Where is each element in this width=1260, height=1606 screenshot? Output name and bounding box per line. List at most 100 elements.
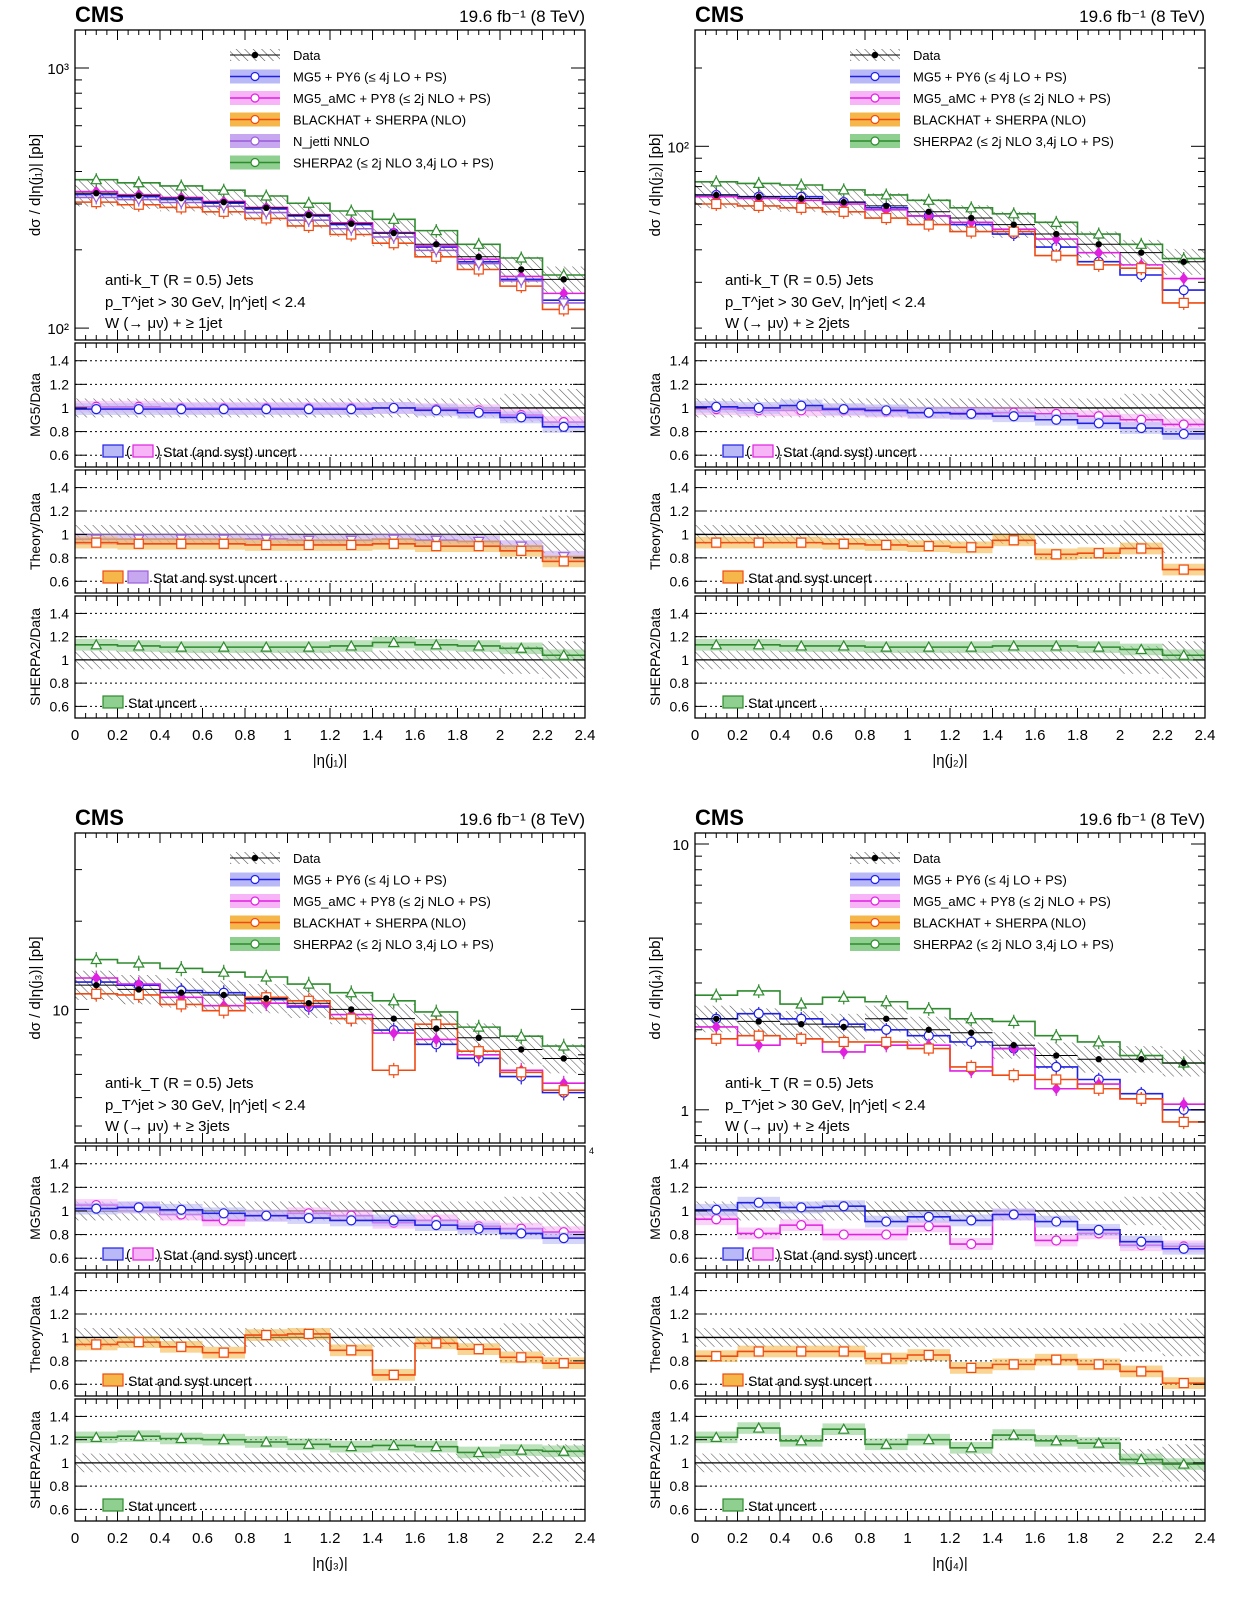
data-point [925, 1026, 932, 1033]
ratio-marker [91, 1339, 102, 1350]
series-marker [1136, 263, 1147, 274]
series-marker [515, 251, 528, 263]
xtick-label: 0.2 [107, 1530, 128, 1547]
series-line [695, 990, 1205, 1064]
ratio-marker [176, 404, 187, 415]
series-line [695, 203, 1205, 304]
ratio-ytick-label: 1 [681, 526, 689, 542]
series-marker [132, 956, 145, 968]
ratio-marker [345, 1440, 358, 1452]
data-point [263, 995, 270, 1002]
ratio-legend-paren: ( [746, 1246, 751, 1262]
series-marker [1008, 1070, 1019, 1081]
ratio-marker [753, 1346, 764, 1357]
ratio-ylabel: SHERPA2/Data [27, 1411, 43, 1509]
ratio-ylabel: Theory/Data [27, 493, 43, 570]
ratio-legend-swatch [102, 444, 124, 458]
ratio-legend-text: Stat uncert [128, 695, 196, 711]
ratio-marker [923, 407, 934, 418]
cut-label: p_T^jet > 30 GeV, |η^jet| < 2.4 [105, 1097, 306, 1114]
series-4 [695, 984, 1205, 1071]
series-marker [711, 1033, 722, 1044]
ratio-ytick-label: 0.8 [50, 550, 70, 566]
ratio-ytick-label: 1.2 [670, 1432, 690, 1448]
ratio-marker [387, 636, 400, 648]
xlabel: |η(j₁)| [313, 752, 348, 769]
ratio-marker [260, 640, 273, 652]
data-point [968, 214, 975, 222]
selection-label: W (→ μν) + ≥ 4jets [725, 1118, 850, 1135]
xtick-label: 0.8 [235, 1530, 256, 1547]
ratio-marker [218, 404, 229, 415]
series-3 [695, 197, 1205, 310]
ratio-legend-swatch [102, 570, 124, 584]
ratio-ytick-label: 1 [61, 652, 69, 668]
ratio-ytick-label: 1.2 [670, 503, 690, 519]
ratio-ylabel: Theory/Data [27, 1296, 43, 1373]
ratio-marker [1050, 639, 1063, 651]
ratio-legend-text: Stat and syst uncert [128, 1373, 252, 1389]
series-marker [1051, 1074, 1062, 1085]
series-marker [752, 177, 765, 189]
ratio-line [695, 644, 1205, 657]
ratio-panel-theory: 1.4 1.2 1 0.8 0.6 Theory/Data Stat and syst un… [27, 1272, 586, 1397]
series-marker [175, 962, 188, 974]
data-point [755, 1018, 762, 1025]
selection-label: W (→ μν) + ≥ 1jet [105, 315, 223, 332]
ratio-marker [261, 539, 272, 551]
ratio-marker [558, 421, 569, 432]
data-point [713, 191, 720, 199]
series-marker [753, 1030, 764, 1041]
legend-entry: MG5_aMC + PY8 (≤ 2j NLO + PS) [913, 894, 1111, 909]
ratio-ytick-label: 1.2 [50, 629, 70, 645]
ratio-ytick-label: 1 [61, 1203, 69, 1219]
series-marker [260, 970, 273, 982]
ratio-panel-sherpa: 1.4 1.2 1 0.8 0.6 SHERPA2/Data Stat uncert [647, 595, 1206, 719]
ratio-marker [796, 1346, 807, 1357]
xtick-label: 2 [1116, 727, 1124, 744]
legend-marker [870, 136, 880, 146]
ratio-marker [922, 640, 935, 652]
data-point [883, 1015, 890, 1022]
ratio-marker [711, 537, 722, 548]
xtick-label: 2.4 [575, 1530, 596, 1547]
series-marker [795, 178, 808, 190]
series-marker [1179, 272, 1189, 285]
series-marker [922, 1002, 935, 1014]
xtick-label: 1.4 [982, 727, 1003, 744]
series-marker [966, 1061, 977, 1073]
selection-label: W (→ μν) + ≥ 2jets [725, 315, 850, 332]
ratio-panel-theory: 1.4 1.2 1 0.8 0.6 Theory/Data Stat and syst un… [27, 469, 586, 594]
ratio-ytick-label: 0.6 [670, 1376, 690, 1392]
ratio-marker [176, 538, 187, 549]
ratio-marker [1007, 639, 1020, 651]
series-marker [387, 213, 400, 224]
ratio-ytick-label: 0.6 [50, 573, 70, 589]
ratio-marker [516, 1228, 527, 1239]
ratio-marker [516, 545, 527, 556]
ratio-marker [1051, 1216, 1062, 1227]
series-line [695, 195, 1205, 280]
ratio-marker [387, 1439, 400, 1451]
ratio-marker [515, 642, 528, 653]
data-point [1138, 1056, 1145, 1063]
ratio-marker [90, 638, 103, 650]
ratio-ytick-label: 0.6 [670, 698, 690, 714]
data-point [798, 1020, 805, 1028]
ratio-marker [472, 1446, 485, 1458]
ratio-marker [1178, 1243, 1189, 1254]
ratio-marker [133, 404, 144, 415]
ratio-marker [881, 1353, 892, 1364]
series-marker [389, 1027, 399, 1039]
ratio-panel-sherpa: 1.4 1.2 1 0.8 0.6 SHERPA2/Data Stat uncert [647, 1398, 1206, 1522]
xtick-label: 1.6 [1025, 727, 1046, 744]
ratio-line [695, 1201, 1205, 1250]
ratio-marker [923, 1349, 934, 1361]
series-marker [91, 988, 102, 999]
ratio-ylabel: Theory/Data [647, 1296, 663, 1373]
data-point [1095, 241, 1102, 248]
series-marker [965, 201, 978, 213]
legend-entry: MG5 + PY6 (≤ 4j LO + PS) [293, 873, 447, 888]
ratio-marker [430, 638, 443, 650]
series-marker [1136, 1093, 1147, 1104]
